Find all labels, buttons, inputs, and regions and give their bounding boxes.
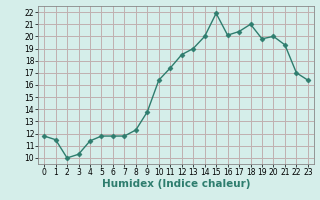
X-axis label: Humidex (Indice chaleur): Humidex (Indice chaleur) [102, 179, 250, 189]
